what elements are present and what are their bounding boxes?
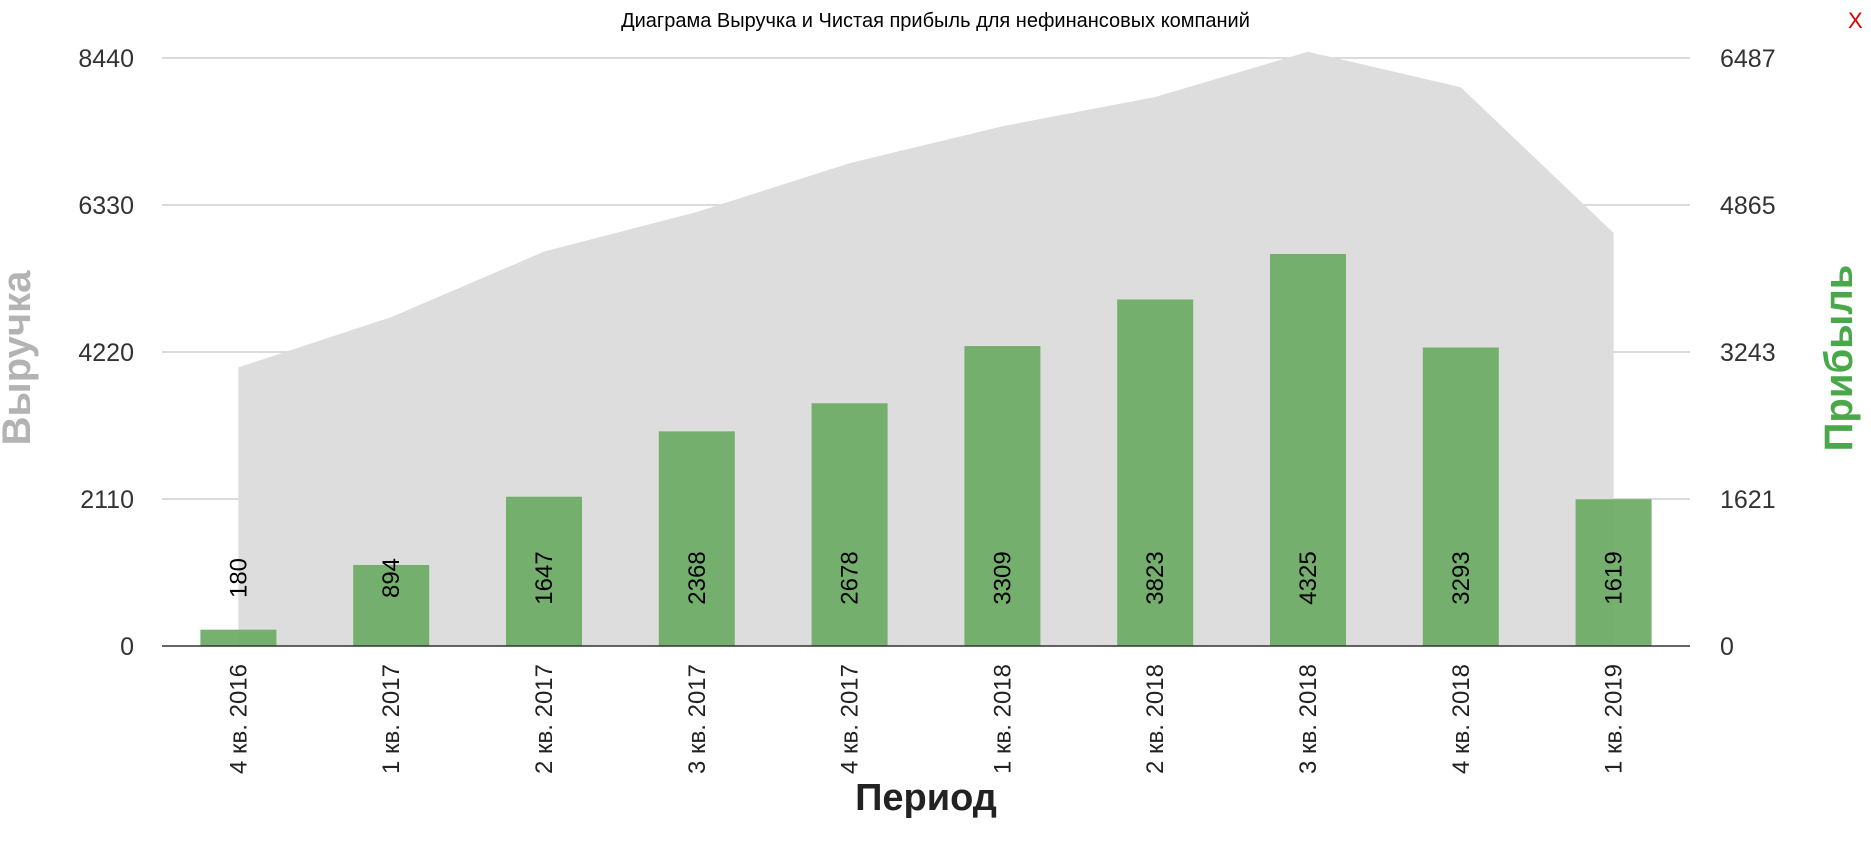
bar-data-label: 4325 bbox=[1295, 551, 1322, 604]
x-tick-label: 4 кв. 2018 bbox=[1448, 664, 1475, 774]
x-tick-label: 2 кв. 2017 bbox=[531, 664, 558, 774]
x-tick-label: 3 кв. 2017 bbox=[684, 664, 711, 774]
y-right-tick-label: 1621 bbox=[1720, 486, 1776, 514]
chart-title: Диаграма Выручка и Чистая прибыль для не… bbox=[621, 10, 1250, 32]
bar-data-label: 2678 bbox=[837, 551, 864, 604]
y-left-tick-label: 0 bbox=[120, 633, 134, 661]
revenue-area bbox=[238, 51, 1614, 646]
y-left-axis-title: Выручка bbox=[0, 270, 39, 445]
profit-bar[interactable] bbox=[1422, 347, 1499, 646]
x-tick-label: 2 кв. 2018 bbox=[1142, 664, 1169, 774]
x-tick-label: 4 кв. 2016 bbox=[225, 664, 252, 774]
y-right-tick-label: 4865 bbox=[1720, 192, 1776, 220]
bar-data-label: 3309 bbox=[989, 551, 1016, 604]
y-right-tick-label: 6487 bbox=[1720, 45, 1776, 73]
profit-bar[interactable] bbox=[811, 403, 888, 646]
y-left-tick-label: 2110 bbox=[80, 486, 134, 514]
bar-data-label: 3293 bbox=[1448, 551, 1475, 604]
y-left-tick-label: 4220 bbox=[78, 339, 134, 367]
profit-bar[interactable] bbox=[658, 431, 735, 646]
profit-bars bbox=[200, 253, 1652, 646]
bar-data-label: 3823 bbox=[1142, 551, 1169, 604]
bar-data-label: 180 bbox=[225, 558, 252, 598]
y-right-tick-label: 3243 bbox=[1720, 339, 1776, 367]
bar-data-label: 1647 bbox=[531, 551, 558, 604]
bar-data-label: 2368 bbox=[684, 551, 711, 604]
close-icon[interactable]: X bbox=[1848, 8, 1863, 33]
profit-bar[interactable] bbox=[506, 496, 582, 646]
profit-bar[interactable] bbox=[1117, 299, 1194, 646]
bar-data-label: 894 bbox=[378, 558, 405, 598]
profit-bar[interactable] bbox=[1270, 253, 1346, 646]
revenue-area-path bbox=[238, 51, 1614, 646]
profit-bar[interactable] bbox=[1575, 499, 1652, 646]
labels: 0 2110 4220 6330 8440 0 1621 3243 4865 6487 180 894… bbox=[78, 45, 1775, 774]
y-right-tick-label: 0 bbox=[1720, 633, 1734, 661]
x-tick-label: 1 кв. 2019 bbox=[1601, 664, 1628, 774]
profit-bar[interactable] bbox=[964, 346, 1041, 646]
profit-bar[interactable] bbox=[353, 564, 430, 646]
x-tick-label: 1 кв. 2018 bbox=[989, 664, 1016, 774]
x-tick-label: 4 кв. 2017 bbox=[837, 664, 864, 774]
y-right-axis-title: Прибыль bbox=[1817, 265, 1861, 452]
y-left-tick-label: 8440 bbox=[78, 45, 134, 73]
x-tick-label: 3 кв. 2018 bbox=[1295, 664, 1322, 774]
profit-bar[interactable] bbox=[200, 629, 277, 646]
y-left-tick-label: 6330 bbox=[78, 192, 134, 220]
x-axis-title: Период bbox=[855, 777, 997, 819]
bar-data-label: 1619 bbox=[1601, 551, 1628, 604]
x-tick-label: 1 кв. 2017 bbox=[378, 664, 405, 774]
